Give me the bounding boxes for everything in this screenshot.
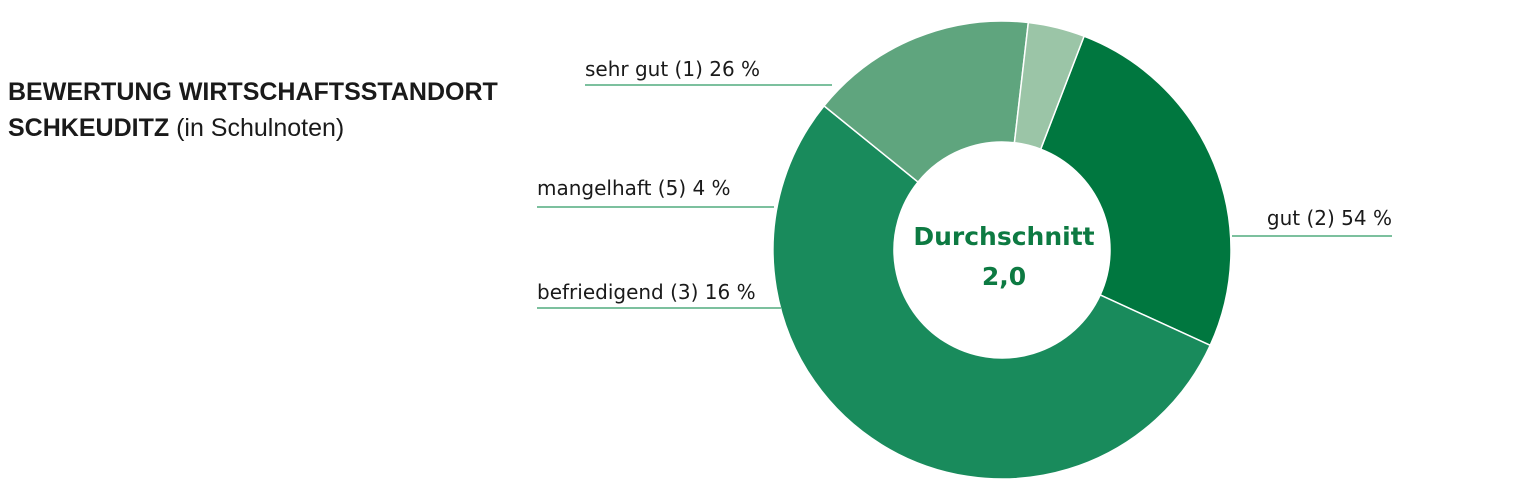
donut-slice-gut [772, 104, 1212, 480]
donut-slices [772, 20, 1232, 480]
slice-label-mangelhaft: mangelhaft (5) 4 % [537, 176, 731, 200]
donut-slice-mangelhaft [1013, 21, 1086, 151]
donut-slice-befriedigend [822, 20, 1030, 184]
center-label: Durchschnitt [913, 222, 1094, 251]
chart-title-line-1: BEWERTUNG WIRTSCHAFTSSTANDORT [8, 78, 498, 106]
slice-label-gut: gut (2) 54 % [1267, 206, 1392, 230]
donut-slice-sehr-gut [1039, 35, 1232, 347]
slice-label-sehr-gut: sehr gut (1) 26 % [585, 57, 760, 81]
slice-labels: sehr gut (1) 26 % gut (2) 54 % befriedigen… [537, 57, 1392, 304]
slice-label-befriedigend: befriedigend (3) 16 % [537, 280, 756, 304]
chart-title: BEWERTUNG WIRTSCHAFTSSTANDORT SCHKEUDITZ… [8, 74, 498, 146]
leader-lines [537, 84, 1392, 309]
center-value: 2,0 [982, 262, 1026, 291]
chart-subtitle: (in Schulnoten) [176, 114, 345, 142]
chart-title-line-2: SCHKEUDITZ [8, 114, 170, 142]
